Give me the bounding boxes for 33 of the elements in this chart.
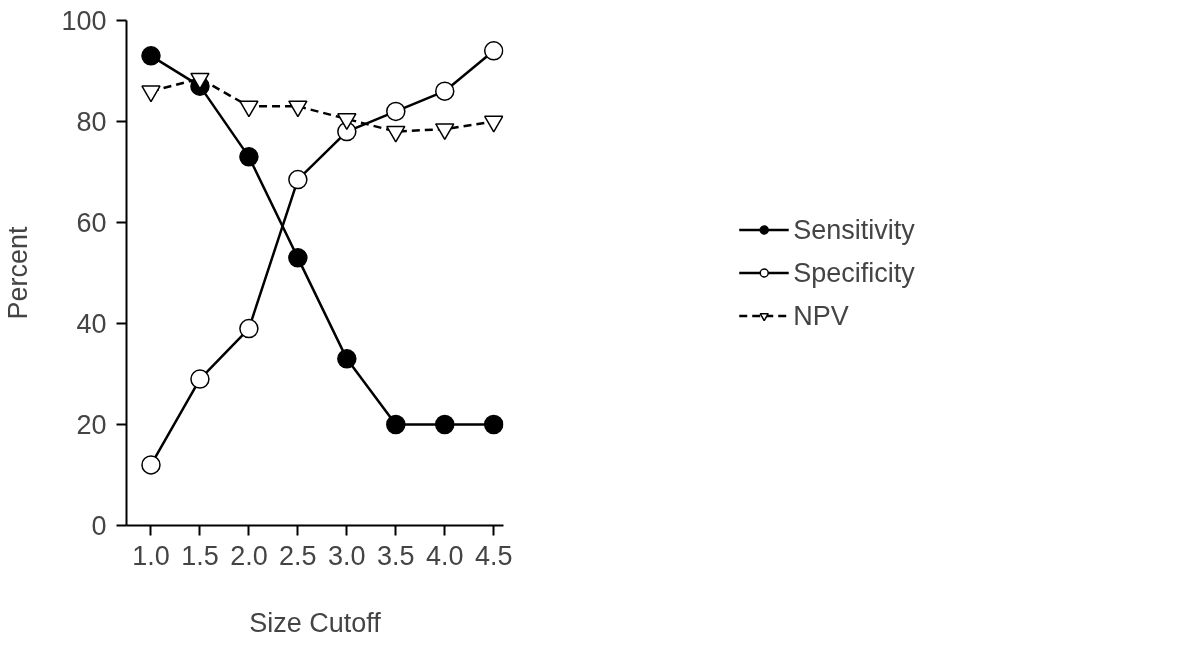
point	[435, 81, 455, 101]
point	[337, 349, 357, 369]
point	[483, 414, 504, 435]
y-tick-label: 100	[61, 6, 107, 36]
x-tick-label: 4.5	[474, 540, 513, 571]
point	[239, 318, 259, 339]
point	[141, 46, 161, 66]
x-tick-label: 2.0	[230, 540, 268, 571]
legend-label: NPV	[793, 300, 849, 331]
point	[288, 169, 308, 190]
x-tick-label: 1.5	[181, 540, 219, 571]
point	[435, 414, 455, 435]
y-tick-label: 20	[76, 410, 107, 440]
x-axis-title: Size Cutoff	[249, 607, 382, 638]
point	[483, 41, 504, 61]
x-tick-label: 4.0	[425, 540, 464, 571]
x-tick-label: 3.5	[377, 540, 415, 571]
point	[141, 455, 161, 475]
y-tick-label: 60	[76, 208, 107, 238]
point	[288, 248, 308, 268]
point	[239, 147, 259, 167]
legend-label: Specificity	[793, 257, 915, 288]
x-tick-label: 1.0	[132, 540, 170, 571]
point	[386, 414, 406, 435]
point	[386, 101, 406, 122]
x-tick-label: 3.0	[328, 540, 366, 571]
y-tick-label: 80	[76, 107, 107, 137]
x-tick-label: 2.5	[279, 540, 317, 571]
legend-label: Sensitivity	[793, 214, 915, 245]
point	[190, 369, 210, 389]
y-axis-title: Percent	[3, 225, 34, 320]
y-tick-label: 40	[76, 309, 107, 339]
y-tick-label: 0	[91, 511, 107, 541]
